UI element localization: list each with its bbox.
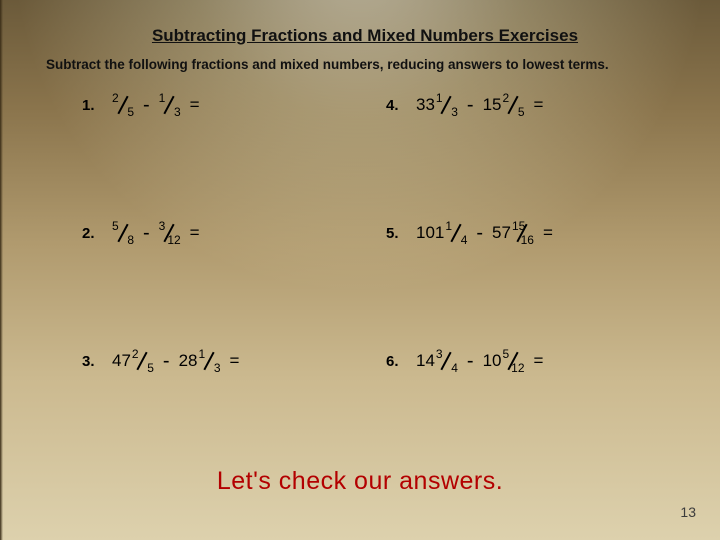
rhs: 10512	[483, 350, 525, 372]
lhs-whole: 101	[416, 223, 444, 243]
rhs-fraction-numerator: 2	[503, 91, 510, 105]
rhs-whole: 57	[492, 223, 511, 243]
rhs-fraction-numerator: 1	[199, 347, 206, 361]
rhs-fraction: 512	[503, 350, 525, 372]
exercise-item-6: 6. 1434-10512 =	[386, 350, 543, 373]
rhs: 13	[159, 94, 181, 116]
lhs-whole: 33	[416, 95, 435, 115]
exercise-item-2: 2. 58-312 =	[82, 222, 200, 245]
rhs: 2813	[179, 350, 221, 372]
equals-sign: =	[532, 95, 544, 115]
lhs-fraction-denominator: 8	[127, 233, 134, 247]
lhs-fraction: 34	[436, 350, 458, 372]
item-label: 3.	[82, 353, 102, 370]
lhs: 3313	[416, 94, 458, 116]
exercise-item-5: 5. 10114-571516 =	[386, 222, 553, 245]
exercise-item-1: 1. 25-13 =	[82, 94, 200, 117]
expression: 58-312 =	[112, 222, 200, 245]
minus-sign: -	[465, 94, 476, 117]
equals-sign: =	[188, 223, 200, 243]
exercise-item-4: 4.3313-1525=	[386, 94, 543, 117]
rhs-fraction-denominator: 3	[174, 105, 181, 119]
lhs-fraction-denominator: 4	[461, 233, 468, 247]
equals-sign: =	[532, 351, 544, 371]
minus-sign: -	[474, 222, 485, 245]
rhs-fraction: 25	[503, 94, 525, 116]
rhs-whole: 15	[483, 95, 502, 115]
lhs-fraction-denominator: 4	[451, 361, 458, 375]
lhs: 25	[112, 94, 134, 116]
rhs: 312	[159, 222, 181, 244]
lhs-fraction-denominator: 5	[127, 105, 134, 119]
equals-sign: =	[541, 223, 553, 243]
expression: 4725-2813 =	[112, 350, 239, 373]
rhs-fraction-denominator: 5	[518, 105, 525, 119]
exercise-grid: 1.25-13=2.58-312=3.4725-2813=4.3313-1525…	[46, 94, 684, 424]
rhs-fraction-denominator: 12	[167, 233, 180, 247]
page-title: Subtracting Fractions and Mixed Numbers …	[46, 26, 684, 46]
slide: Subtracting Fractions and Mixed Numbers …	[0, 0, 720, 540]
lhs-fraction-denominator: 5	[147, 361, 154, 375]
item-label: 6.	[386, 353, 406, 370]
exercise-item-3: 3. 4725-2813 =	[82, 350, 239, 373]
minus-sign: -	[465, 350, 476, 373]
expression: 3313-1525=	[416, 94, 543, 117]
lhs: 10114	[416, 222, 467, 244]
rhs-fraction: 13	[159, 94, 181, 116]
lhs: 1434	[416, 350, 458, 372]
check-answers: Let's check our answers.	[0, 467, 720, 496]
lhs-fraction: 13	[436, 94, 458, 116]
lhs-fraction-numerator: 3	[436, 347, 443, 361]
rhs-fraction-numerator: 5	[503, 347, 510, 361]
item-label: 1.	[82, 97, 102, 114]
instructions: Subtract the following fractions and mix…	[46, 56, 684, 74]
item-label: 5.	[386, 225, 406, 242]
lhs-fraction-numerator: 5	[112, 219, 119, 233]
rhs: 571516	[492, 222, 534, 244]
lhs: 4725	[112, 350, 154, 372]
item-label: 2.	[82, 225, 102, 242]
page-number: 13	[680, 504, 696, 520]
rhs-fraction: 312	[159, 222, 181, 244]
equals-sign: =	[188, 95, 200, 115]
lhs-fraction-numerator: 2	[112, 91, 119, 105]
rhs-whole: 28	[179, 351, 198, 371]
expression: 10114-571516 =	[416, 222, 553, 245]
rhs-fraction-numerator: 1	[159, 91, 166, 105]
lhs-fraction: 25	[132, 350, 154, 372]
lhs: 58	[112, 222, 134, 244]
rhs-fraction-numerator: 15	[512, 219, 525, 233]
lhs-fraction-numerator: 2	[132, 347, 139, 361]
lhs-fraction-numerator: 1	[436, 91, 443, 105]
lhs-fraction: 14	[445, 222, 467, 244]
minus-sign: -	[141, 222, 152, 245]
rhs-fraction-denominator: 16	[521, 233, 534, 247]
lhs-whole: 47	[112, 351, 131, 371]
lhs-fraction-numerator: 1	[445, 219, 452, 233]
rhs-fraction: 13	[199, 350, 221, 372]
minus-sign: -	[141, 94, 152, 117]
rhs-fraction-denominator: 12	[511, 361, 524, 375]
expression: 25-13 =	[112, 94, 200, 117]
rhs-fraction-denominator: 3	[214, 361, 221, 375]
rhs-whole: 10	[483, 351, 502, 371]
rhs-fraction: 1516	[512, 222, 534, 244]
item-label: 4.	[386, 97, 406, 114]
lhs-fraction: 25	[112, 94, 134, 116]
rhs: 1525	[483, 94, 525, 116]
lhs-whole: 14	[416, 351, 435, 371]
minus-sign: -	[161, 350, 172, 373]
equals-sign: =	[228, 351, 240, 371]
lhs-fraction-denominator: 3	[451, 105, 458, 119]
lhs-fraction: 58	[112, 222, 134, 244]
rhs-fraction-numerator: 3	[159, 219, 166, 233]
expression: 1434-10512 =	[416, 350, 543, 373]
